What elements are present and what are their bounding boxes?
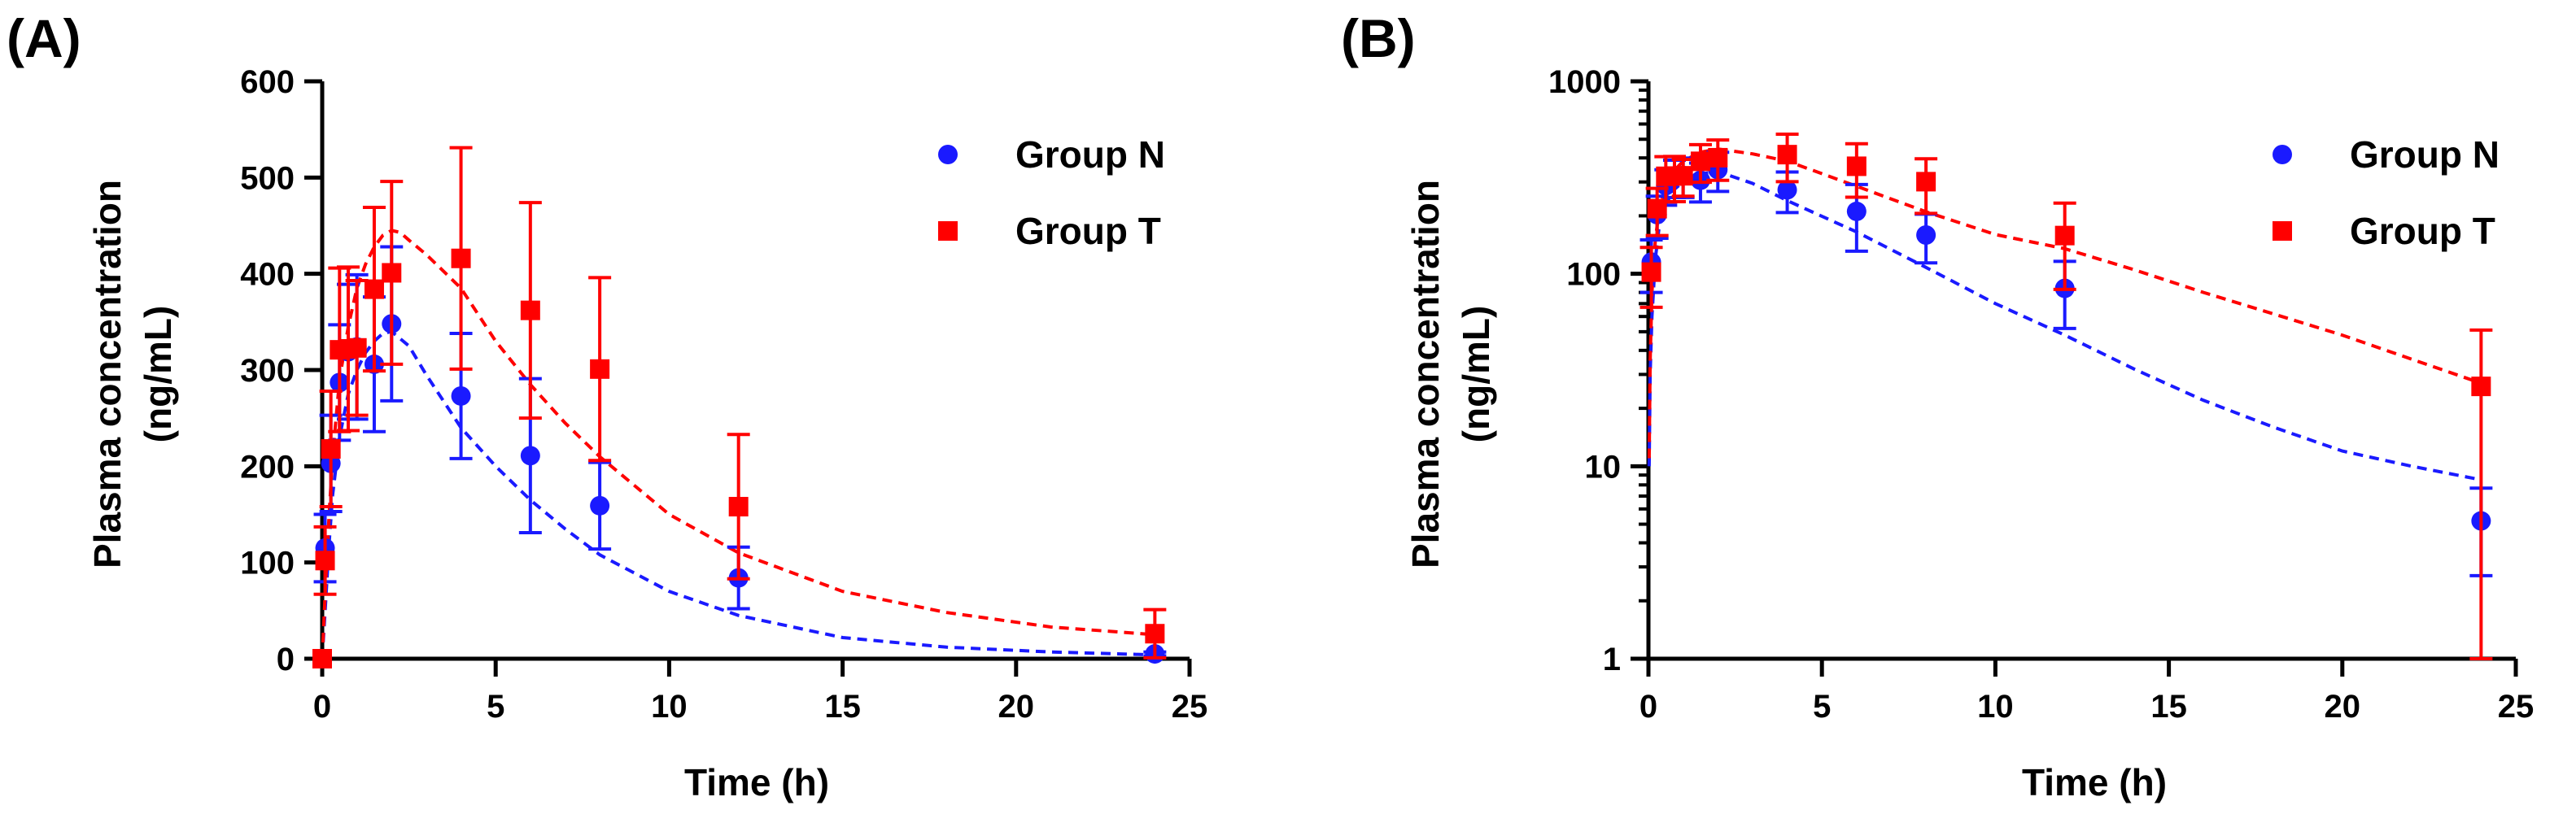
panel-b-x-tick-label: 25: [2498, 689, 2535, 725]
panel-b-legend-marker-group-n: [2273, 145, 2292, 164]
panel-b-point-group-t: [1673, 166, 1693, 186]
panel-a-x-tick-label: 20: [998, 689, 1035, 725]
panel-b-point-group-t: [1690, 151, 1710, 172]
panel-a-x-tick-label: 5: [487, 689, 504, 725]
panel-a-y-tick-label: 100: [240, 546, 295, 581]
panel-a-x-axis-title: Time (h): [684, 761, 829, 803]
panel-a-y-axis-title-line1: Plasma concentration: [86, 180, 129, 568]
panel-b-legend-label-group-t: Group T: [2350, 210, 2495, 252]
panel-a-point-group-t: [315, 551, 335, 571]
panel-a-point-group-t: [312, 649, 332, 668]
panel-b-point-group-t: [1846, 156, 1867, 176]
panel-a-point-group-n: [451, 385, 471, 406]
panel-a-label: (A): [7, 8, 81, 68]
panel-a-plot-area: [312, 146, 1167, 668]
panel-a-y-tick-label: 200: [240, 449, 295, 485]
panel-a-legend-label-group-t: Group T: [1015, 210, 1161, 252]
panel-b-x-tick-label: 10: [1977, 689, 2014, 725]
panel-b-point-group-t: [1916, 172, 1936, 192]
panel-b: (B) Plasma concentration (ng/mL) Time (h…: [1341, 8, 2534, 803]
panel-b-point-group-t: [1641, 262, 1661, 282]
panel-a-point-group-t: [520, 300, 540, 320]
panel-a-point-group-t: [590, 359, 610, 379]
panel-a-x-tick-label: 0: [313, 689, 331, 725]
panel-b-point-group-t: [2054, 225, 2075, 246]
panel-a-x-tick-label: 25: [1172, 689, 1208, 725]
panel-a: (A) Plasma concentration (ng/mL) Time (h…: [7, 8, 1207, 803]
panel-b-x-axis-title: Time (h): [2022, 761, 2167, 803]
panel-a-legend: Group N Group T: [938, 133, 1165, 252]
panel-b-legend-marker-group-t: [2273, 221, 2292, 241]
panel-a-point-group-t: [382, 263, 402, 283]
panel-b-point-group-t: [1708, 147, 1728, 168]
panel-a-y-tick-label: 600: [240, 64, 295, 100]
panel-a-legend-label-group-n: Group N: [1015, 133, 1165, 176]
panel-b-point-group-t: [1777, 145, 1797, 165]
panel-b-label: (B): [1341, 8, 1416, 68]
panel-b-point-group-t: [1647, 198, 1667, 219]
panel-b-x-tick-label: 15: [2150, 689, 2187, 725]
panel-a-legend-marker-group-t: [938, 221, 958, 241]
panel-b-point-group-t: [2471, 377, 2491, 397]
panel-a-point-group-n: [520, 446, 540, 466]
panel-b-legend-label-group-n: Group N: [2350, 133, 2500, 176]
panel-a-y-tick-label: 0: [277, 642, 295, 677]
panel-a-x-tick-label: 10: [651, 689, 688, 725]
panel-a-point-group-t: [347, 337, 367, 358]
panel-b-fit-curve-group-n: [1647, 169, 2482, 481]
panel-a-legend-marker-group-n: [938, 145, 958, 164]
panel-a-y-tick-label: 500: [240, 160, 295, 196]
panel-b-point-group-n: [1916, 225, 1936, 246]
panel-b-point-group-n: [1846, 201, 1867, 221]
panel-b-x-tick-label: 20: [2325, 689, 2361, 725]
panel-b-y-axis-title-line2: (ng/mL): [1455, 306, 1497, 443]
panel-a-x-tick-label: 15: [824, 689, 861, 725]
panel-b-y-axis-title-line1: Plasma concentration: [1404, 180, 1447, 568]
panel-a-y-tick-label: 300: [240, 353, 295, 389]
panel-b-x-tick-label: 5: [1813, 689, 1831, 725]
panel-a-point-group-t: [451, 248, 471, 268]
panel-b-plot-area: [1639, 133, 2493, 660]
panel-b-axes: 0 5 10 15 20 25 1 10 100 1000: [1548, 64, 2534, 725]
panel-a-y-axis-title-line2: (ng/mL): [137, 306, 179, 443]
panel-a-point-group-t: [728, 497, 749, 517]
panel-a-point-group-t: [364, 279, 384, 299]
panel-b-legend: Group N Group T: [2273, 133, 2500, 252]
panel-b-point-group-n: [1777, 180, 1797, 200]
panel-b-y-tick-label: 1000: [1548, 64, 1621, 100]
panel-a-axes: 0 5 10 15 20 25 0 100 200 300 400 500 600: [240, 64, 1207, 725]
panel-b-y-tick-label: 10: [1585, 449, 1622, 485]
panel-a-point-group-t: [321, 439, 341, 459]
panel-a-point-group-t: [1145, 624, 1165, 644]
panel-a-point-group-n: [590, 495, 610, 516]
panel-a-y-tick-label: 400: [240, 257, 295, 293]
panel-b-y-tick-label: 1: [1603, 642, 1621, 677]
panel-b-x-tick-label: 0: [1639, 689, 1657, 725]
panel-b-y-tick-label: 100: [1566, 257, 1621, 293]
